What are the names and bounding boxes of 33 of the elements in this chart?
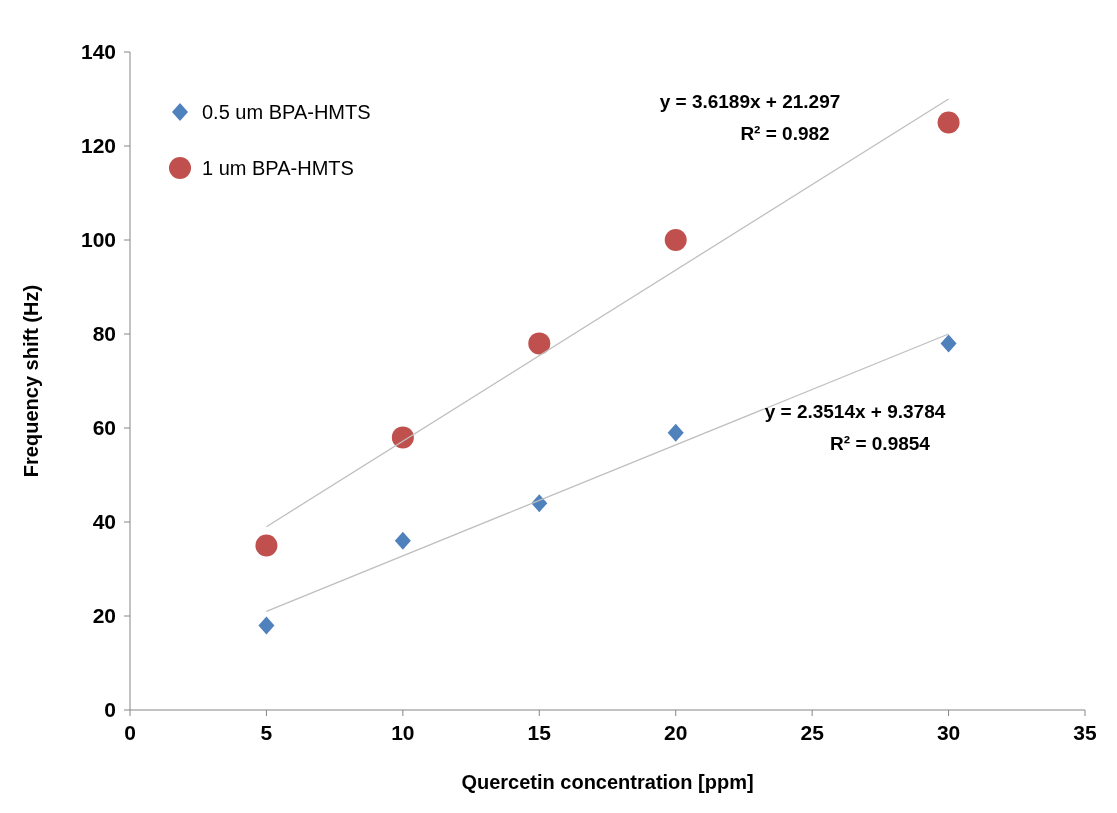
x-tick-label: 30 (936, 721, 961, 744)
point (255, 534, 278, 557)
legend-label: 1 um BPA-HMTS (202, 157, 354, 179)
x-tick-label: 25 (800, 721, 825, 744)
point (528, 332, 551, 355)
annotation: R² = 0.982 (740, 123, 830, 144)
point (937, 111, 960, 134)
point (940, 334, 957, 353)
annotation: R² = 0.9854 (830, 433, 931, 454)
annotation: y = 3.6189x + 21.297 (659, 91, 841, 112)
y-tick-label: 80 (92, 322, 116, 345)
x-tick-label: 0 (124, 721, 136, 744)
x-tick-label: 35 (1073, 721, 1097, 744)
y-tick-label: 120 (80, 134, 116, 157)
x-axis-title: Quercetin concentration [ppm] (461, 771, 754, 793)
y-axis-title: Frequency shift (Hz) (20, 284, 42, 478)
x-tick-label: 5 (260, 721, 273, 744)
x-tick-label: 15 (527, 721, 552, 744)
point (258, 616, 275, 635)
point (664, 229, 687, 251)
point (667, 423, 684, 442)
point (394, 531, 411, 550)
x-tick-label: 20 (664, 721, 688, 744)
y-tick-label: 60 (92, 416, 116, 439)
y-tick-label: 40 (92, 510, 116, 533)
x-tick-label: 10 (391, 721, 415, 744)
annotation: y = 2.3514x + 9.3784 (764, 401, 946, 422)
y-tick-label: 140 (80, 40, 116, 63)
y-tick-label: 100 (80, 228, 116, 251)
y-tick-label: 20 (92, 604, 116, 627)
y-tick-label: 0 (104, 698, 116, 721)
point (391, 426, 414, 449)
legend-label: 0.5 um BPA-HMTS (202, 101, 371, 123)
